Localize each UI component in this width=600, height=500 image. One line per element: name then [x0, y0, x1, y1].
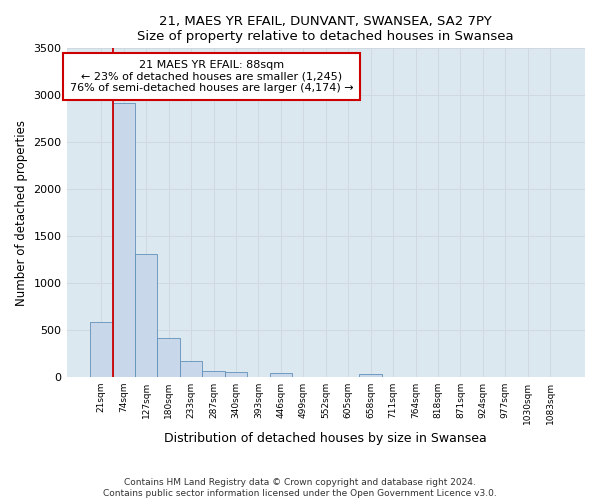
- X-axis label: Distribution of detached houses by size in Swansea: Distribution of detached houses by size …: [164, 432, 487, 445]
- Bar: [225, 372, 247, 376]
- Text: 21 MAES YR EFAIL: 88sqm
← 23% of detached houses are smaller (1,245)
76% of semi: 21 MAES YR EFAIL: 88sqm ← 23% of detache…: [70, 60, 353, 93]
- Bar: [269, 373, 292, 376]
- Bar: [180, 360, 202, 376]
- Title: 21, MAES YR EFAIL, DUNVANT, SWANSEA, SA2 7PY
Size of property relative to detach: 21, MAES YR EFAIL, DUNVANT, SWANSEA, SA2…: [137, 15, 514, 43]
- Text: Contains HM Land Registry data © Crown copyright and database right 2024.
Contai: Contains HM Land Registry data © Crown c…: [103, 478, 497, 498]
- Bar: [359, 374, 382, 376]
- Bar: [135, 254, 157, 376]
- Bar: [113, 102, 135, 376]
- Bar: [202, 370, 225, 376]
- Y-axis label: Number of detached properties: Number of detached properties: [15, 120, 28, 306]
- Bar: [157, 338, 180, 376]
- Bar: [90, 322, 113, 376]
